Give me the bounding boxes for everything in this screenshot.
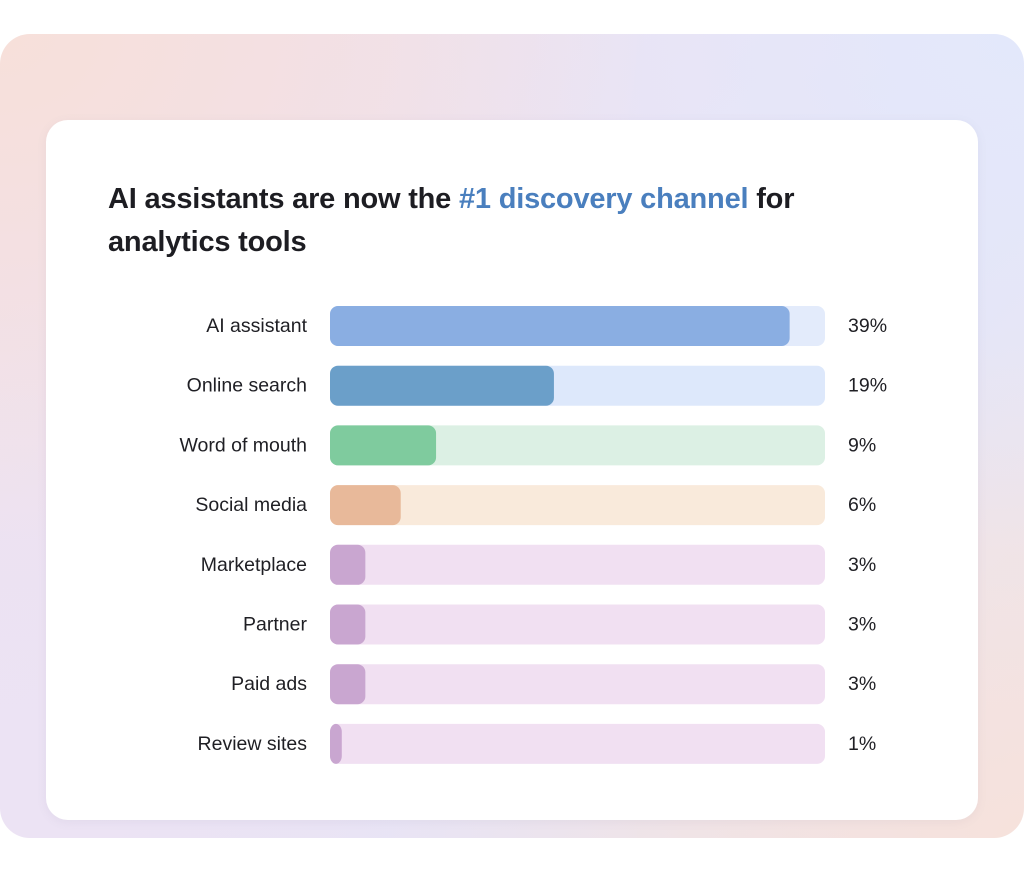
bar — [330, 604, 366, 645]
bar — [330, 544, 366, 585]
bar — [330, 485, 401, 526]
bar-row-paid-ads: Paid ads 3% — [231, 664, 876, 705]
category-label: Review sites — [198, 733, 308, 755]
bar-track — [330, 544, 825, 585]
category-label: Online search — [187, 375, 307, 397]
bar-row-marketplace: Marketplace 3% — [201, 544, 876, 585]
chart-card: AI assistants are now the #1 discovery c… — [46, 120, 978, 820]
background-frame: AI assistants are now the #1 discovery c… — [0, 34, 1024, 838]
bar-track — [330, 664, 825, 705]
category-label: Social media — [195, 494, 307, 516]
bar-row-ai-assistant: AI assistant 39% — [206, 306, 887, 346]
value-label: 6% — [848, 494, 876, 516]
value-label: 1% — [848, 733, 876, 755]
bar-track — [330, 485, 825, 526]
title-tail: for analytics tools — [108, 183, 795, 258]
value-label: 39% — [848, 315, 887, 337]
bar-row-online-search: Online search 19% — [187, 365, 887, 406]
category-label: Paid ads — [231, 673, 307, 695]
bar-track — [330, 604, 825, 645]
bar-chart: AI assistant 39% Online search 19% Word of m… — [179, 306, 887, 764]
chart-title: AI assistants are now the #1 discovery c… — [108, 178, 868, 264]
value-label: 19% — [848, 375, 887, 397]
bar — [330, 664, 366, 705]
value-label: 3% — [848, 554, 876, 576]
category-label: AI assistant — [206, 315, 307, 337]
bar-row-partner: Partner 3% — [243, 604, 876, 645]
bar — [330, 723, 342, 764]
value-label: 3% — [848, 614, 876, 636]
bar-row-word-of-mouth: Word of mouth 9% — [179, 425, 876, 466]
category-label: Word of mouth — [179, 434, 307, 456]
bar-row-review-sites: Review sites 1% — [198, 723, 876, 764]
bar — [330, 425, 437, 466]
value-label: 9% — [848, 434, 876, 456]
bar — [330, 306, 790, 346]
bar-row-social-media: Social media 6% — [195, 485, 876, 526]
value-label: 3% — [848, 673, 876, 695]
title-lead: AI assistants are now the — [108, 183, 459, 215]
category-label: Marketplace — [201, 554, 307, 576]
bar-track — [330, 425, 825, 466]
category-label: Partner — [243, 614, 307, 636]
bar — [330, 365, 554, 406]
bar-track — [330, 723, 825, 764]
title-highlight: #1 discovery channel — [458, 183, 749, 215]
